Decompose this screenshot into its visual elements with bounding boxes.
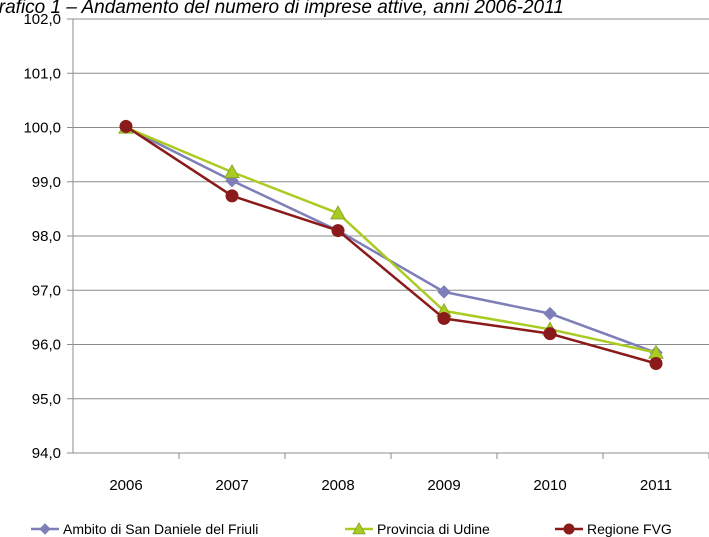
legend-label: Regione FVG (587, 521, 672, 537)
data-point (543, 327, 557, 341)
y-axis-tick-labels: 94,0 95,0 96,0 97,0 98,0 99,0 100,0 101,0 102,0 (23, 11, 61, 462)
y-tick-label: 101,0 (23, 65, 61, 82)
legend-label: Provincia di Udine (377, 521, 490, 537)
legend-marker-icon (563, 523, 575, 535)
data-point (224, 163, 240, 179)
legend-item: Regione FVG (555, 521, 672, 537)
series-lines (118, 119, 664, 370)
x-tick-label: 2010 (533, 477, 566, 494)
data-point (331, 224, 345, 238)
legend-marker-icon (352, 521, 366, 535)
legend-label: Ambito di San Daniele del Friuli (63, 521, 258, 537)
y-tick-label: 100,0 (23, 120, 61, 137)
y-tick-label: 102,0 (23, 11, 61, 28)
data-point (119, 119, 133, 133)
legend-item: Ambito di San Daniele del Friuli (31, 521, 258, 537)
y-tick-label: 97,0 (32, 282, 61, 299)
x-tick-label: 2009 (427, 477, 460, 494)
data-point (437, 285, 451, 299)
series-line (125, 126, 657, 354)
legend-item: Provincia di Udine (345, 521, 490, 537)
x-tick-label: 2011 (640, 477, 672, 494)
legend: Ambito di San Daniele del Friuli Provinci… (31, 521, 672, 537)
data-point (649, 356, 663, 370)
y-tick-label: 98,0 (32, 228, 61, 245)
chart-title: Grafico 1 – Andamento del numero di impr… (0, 0, 564, 18)
legend-marker-icon (39, 523, 51, 535)
x-tick-label: 2008 (321, 477, 354, 494)
data-point (330, 205, 346, 220)
x-tick-label: 2006 (109, 477, 142, 494)
x-axis-tick-labels: 2006 2007 2008 2009 2010 2011 (109, 477, 672, 494)
series-group (119, 119, 663, 370)
x-tick-label: 2007 (215, 477, 248, 494)
grid-lines (73, 18, 709, 400)
axes (67, 18, 709, 459)
data-point (225, 189, 239, 203)
y-tick-label: 96,0 (32, 337, 61, 354)
y-tick-label: 95,0 (32, 391, 61, 408)
y-tick-label: 99,0 (32, 174, 61, 191)
series-group (118, 119, 664, 359)
series-line (125, 125, 657, 365)
series-group (119, 120, 663, 360)
y-tick-label: 94,0 (32, 445, 61, 462)
data-point (437, 311, 451, 325)
data-point (543, 306, 557, 321)
